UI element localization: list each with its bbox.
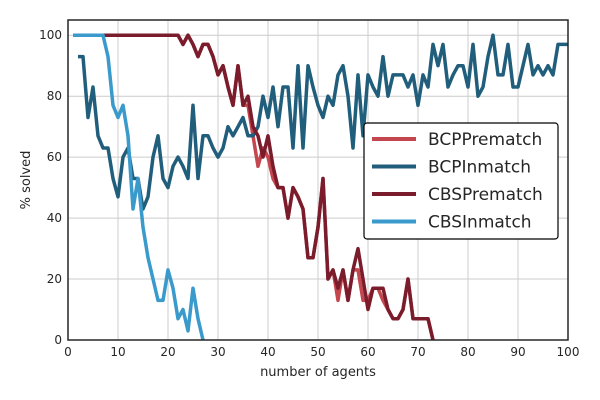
x-tick-label: 60 <box>360 345 375 359</box>
x-tick-label: 0 <box>64 345 72 359</box>
y-axis-label: % solved <box>19 151 34 210</box>
x-tick-label: 70 <box>410 345 425 359</box>
y-tick-label: 80 <box>47 89 62 103</box>
x-tick-label: 10 <box>110 345 125 359</box>
legend-label: BCPInmatch <box>428 158 531 178</box>
ticks: 0 10 20 30 40 50 60 70 80 90 100 0 20 40 60 80 100 <box>39 28 579 359</box>
y-tick-label: 40 <box>47 211 62 225</box>
legend-label: BCPPrematch <box>428 130 542 150</box>
legend-box <box>363 122 559 240</box>
plot-frame <box>67 19 569 341</box>
x-tick-label: 90 <box>510 345 525 359</box>
y-tick-label: 20 <box>47 272 62 286</box>
x-axis-label: number of agents <box>260 365 376 380</box>
x-tick-label: 30 <box>210 345 225 359</box>
y-tick-label: 100 <box>39 28 62 42</box>
x-tick-label: 20 <box>160 345 175 359</box>
legend: BCPPrematch BCPInmatch CBSPrematch CBSInmat… <box>363 122 559 240</box>
series-line-bcpinmatch <box>78 33 568 211</box>
series-layer <box>73 33 568 341</box>
series-line-cbsinmatch <box>73 33 205 341</box>
y-tick-label: 0 <box>54 333 62 347</box>
legend-label: CBSInmatch <box>428 213 532 233</box>
y-tick-label: 60 <box>47 150 62 164</box>
x-tick-label: 40 <box>260 345 275 359</box>
legend-label: CBSPrematch <box>428 185 543 205</box>
x-tick-label: 100 <box>557 345 580 359</box>
x-tick-label: 80 <box>460 345 475 359</box>
series-line-cbsprematch <box>98 33 435 341</box>
x-tick-label: 50 <box>310 345 325 359</box>
